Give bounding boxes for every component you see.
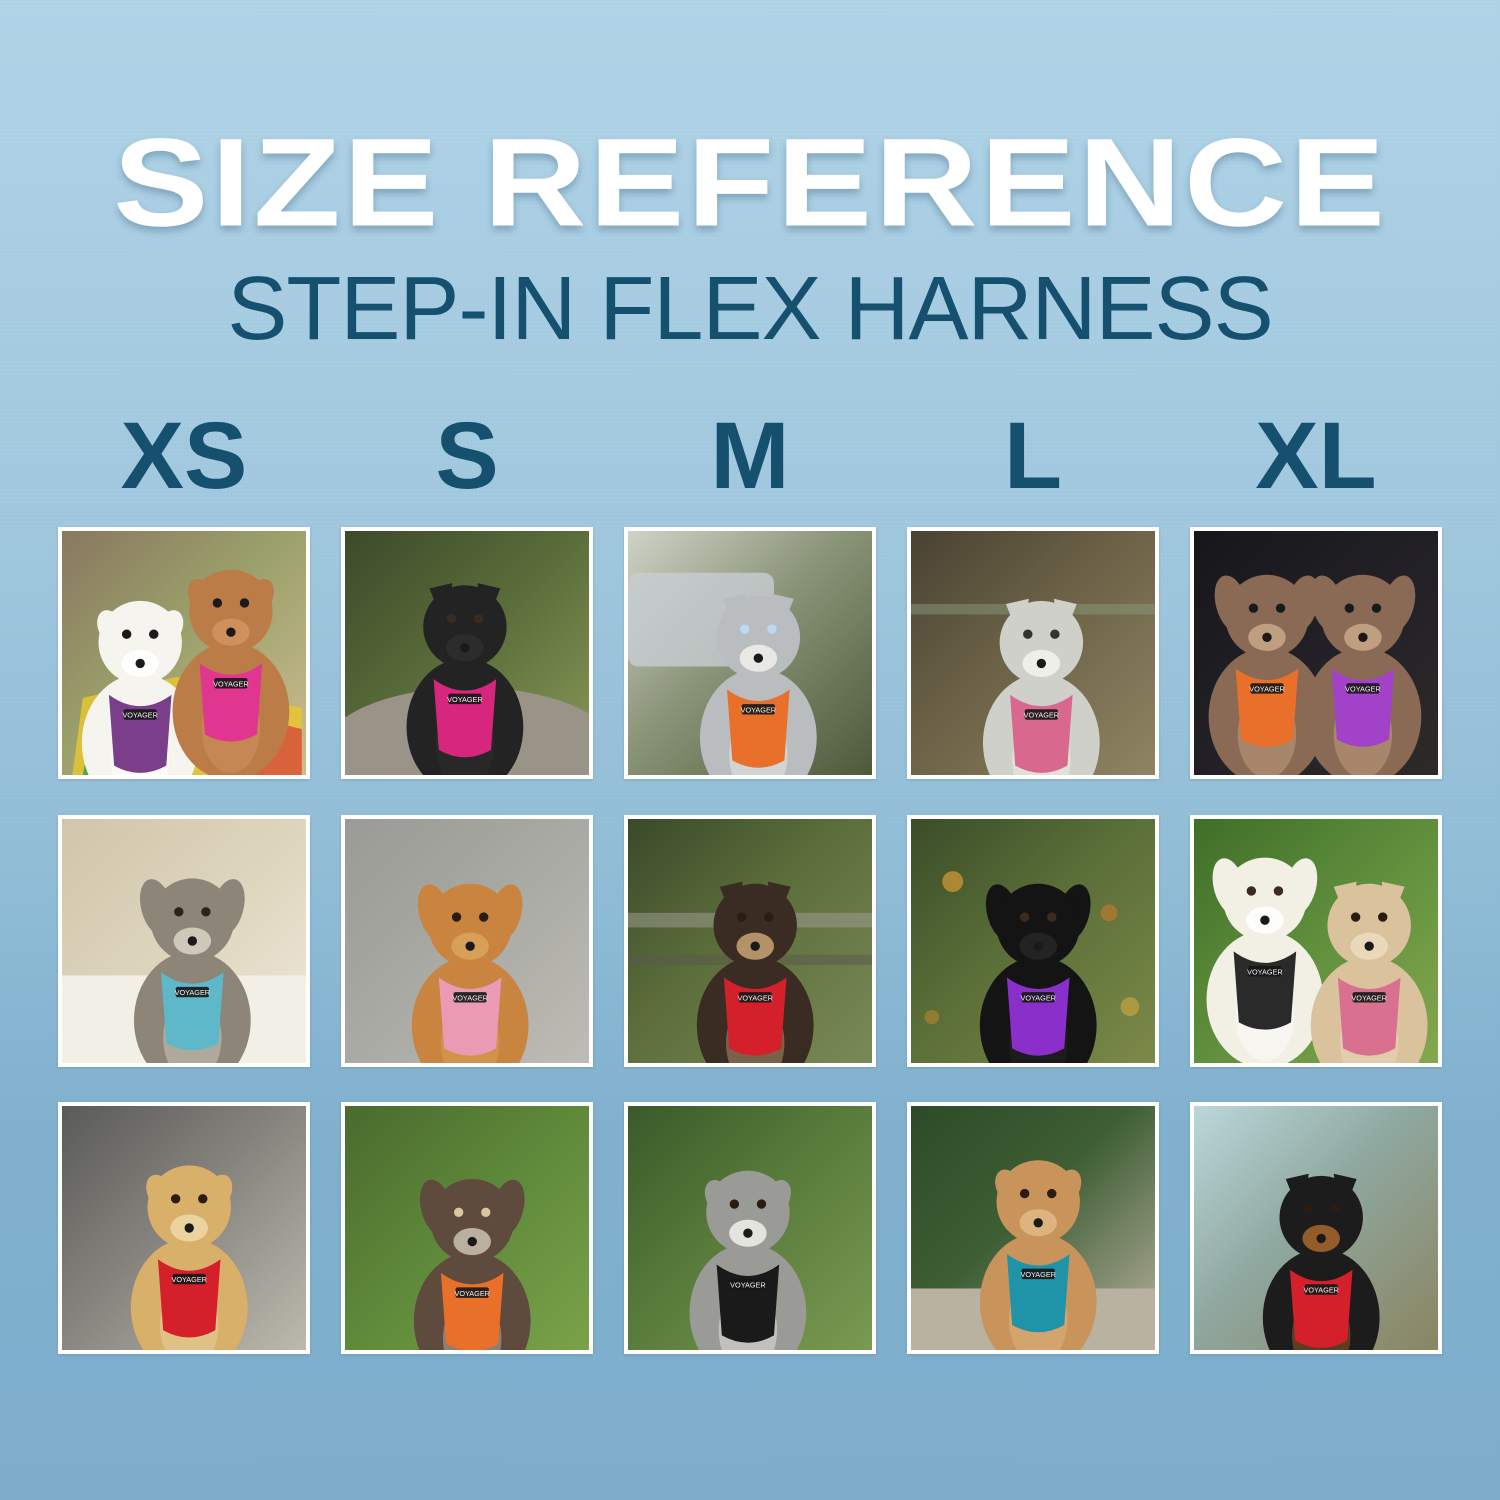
svg-text:VOYAGER: VOYAGER	[1020, 993, 1055, 1002]
svg-text:VOYAGER: VOYAGER	[175, 988, 210, 997]
svg-text:VOYAGER: VOYAGER	[452, 993, 487, 1002]
svg-text:VOYAGER: VOYAGER	[1024, 711, 1059, 720]
svg-text:VOYAGER: VOYAGER	[171, 1275, 206, 1284]
svg-text:VOYAGER: VOYAGER	[737, 993, 772, 1002]
svg-text:VOYAGER: VOYAGER	[1303, 1286, 1338, 1295]
svg-text:VOYAGER: VOYAGER	[122, 711, 157, 720]
svg-text:VOYAGER: VOYAGER	[1351, 993, 1386, 1002]
svg-text:VOYAGER: VOYAGER	[730, 1280, 765, 1289]
svg-text:VOYAGER: VOYAGER	[741, 705, 776, 714]
svg-text:VOYAGER: VOYAGER	[1020, 1270, 1055, 1279]
svg-text:VOYAGER: VOYAGER	[1249, 685, 1284, 694]
svg-text:VOYAGER: VOYAGER	[213, 679, 248, 688]
svg-text:VOYAGER: VOYAGER	[1247, 967, 1282, 976]
svg-text:VOYAGER: VOYAGER	[454, 1289, 489, 1298]
svg-text:VOYAGER: VOYAGER	[447, 695, 482, 704]
svg-text:VOYAGER: VOYAGER	[1345, 685, 1380, 694]
